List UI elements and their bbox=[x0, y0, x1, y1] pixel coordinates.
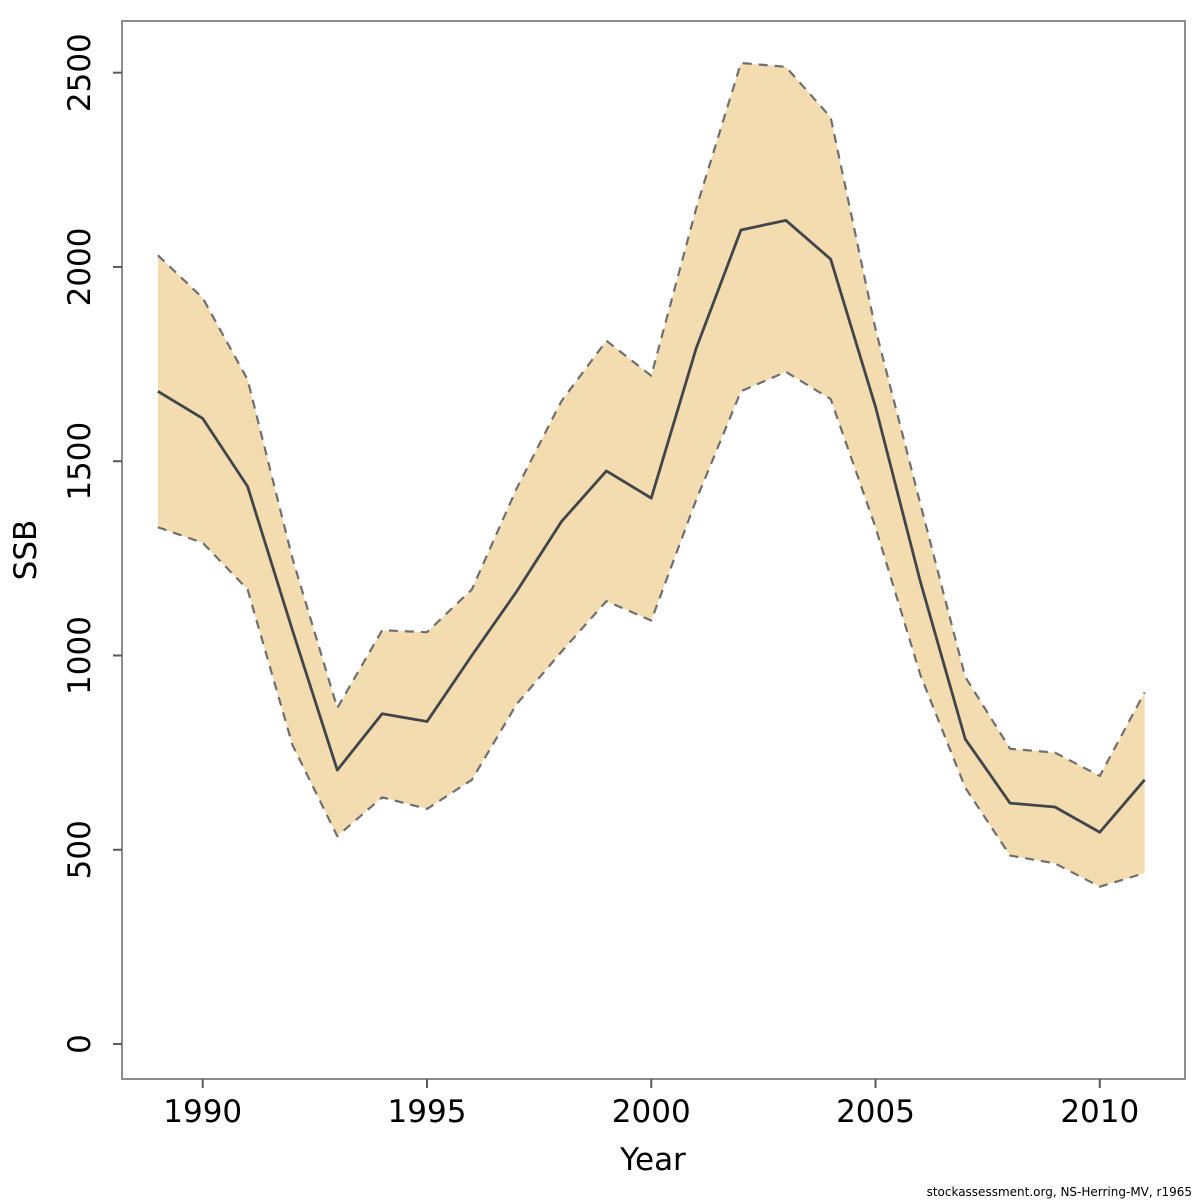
y-axis-title: SSB bbox=[8, 520, 44, 581]
plot-box-border bbox=[121, 20, 1186, 1080]
x-tick-label: 2005 bbox=[836, 1094, 915, 1130]
x-axis: 1990 1995 2000 2005 2010 bbox=[163, 1079, 1139, 1130]
series-line-layer bbox=[157, 61, 1146, 888]
confidence-band-layer bbox=[157, 62, 1145, 887]
lower-bound-line bbox=[157, 370, 1145, 888]
ssb-mean-line bbox=[157, 218, 1146, 834]
x-tick-label: 1990 bbox=[163, 1094, 242, 1130]
x-tick-label: 1995 bbox=[388, 1094, 467, 1130]
y-tick-label: 0 bbox=[62, 1034, 98, 1054]
x-tick-label: 2010 bbox=[1060, 1094, 1139, 1130]
y-tick-label: 2500 bbox=[62, 33, 98, 112]
y-tick-label: 1500 bbox=[62, 422, 98, 501]
footer-credit: stockassessment.org, NS-Herring-MV, r196… bbox=[927, 1185, 1192, 1199]
y-axis: 0 500 1000 1500 2000 2500 bbox=[62, 33, 122, 1054]
y-tick-label: 2000 bbox=[62, 227, 98, 306]
confidence-band bbox=[157, 62, 1145, 887]
x-tick-label: 2000 bbox=[612, 1094, 691, 1130]
y-tick-label: 500 bbox=[62, 820, 98, 879]
x-axis-title: Year bbox=[619, 1142, 686, 1178]
y-tick-label: 1000 bbox=[62, 616, 98, 695]
upper-bound-line bbox=[157, 61, 1146, 778]
